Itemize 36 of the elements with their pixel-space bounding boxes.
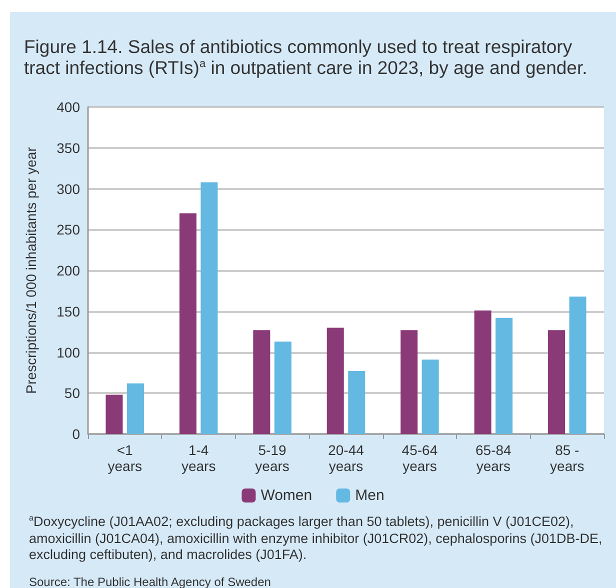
y-tick-label: 300 [56,180,80,197]
x-tick-label: 45-64 years [402,442,438,474]
bar [274,342,292,434]
x-tick-label: 1-4 years [181,442,216,474]
y-tick-label: 350 [56,140,80,156]
bar [179,213,196,434]
bar [496,318,513,434]
y-tick-label: 400 [56,99,80,115]
bar [422,360,439,434]
bar [348,371,366,434]
text: $^{a}$Doxycycline (J01AA02; excluding packages larger than 50 tablets), penicillin V (J01CE02), amoxicillin (J01CA04), amoxicillin with enzyme inhibitor (J01CR02), cephalosporins (J01DB-DE, excluding ceftibuten), and macrolides (J01FA). [29,514,604,564]
y-tick-label: 250 [56,222,80,238]
y-tick-label: 100 [56,344,80,360]
legend-label: Men [355,487,384,504]
bar [126,383,144,434]
x-tick-label: 65-84 years [476,442,512,474]
bar [253,330,270,434]
x-tick-label: 5-19 years [255,442,290,474]
y-axis-title: Prescriptions/1 000 inhabitants per year [23,146,39,394]
bar [400,330,418,434]
bar [548,330,566,434]
bar [200,182,218,434]
y-tick-label: 150 [56,303,80,320]
y-tick-label: 200 [56,262,80,278]
source-note: Source: The Public Health Agency of Sweden [29,574,272,588]
y-tick-label: 50 [64,385,80,402]
x-tick-label: 20-44 years [328,442,364,474]
x-tick-label: 85 - years [550,442,584,474]
bar [569,296,586,434]
bar [474,310,492,434]
bar [106,394,123,434]
y-tick-label: 0 [72,426,80,442]
legend-label: Women [260,487,312,504]
x-tick-label: <1 years [108,442,142,474]
chart-title: Figure 1.14. Sales of antibiotics commonly used to treat respiratory tract infections (RTIs)$^{a}$ in outpatient care in 2023, by age and gender. [24,36,588,78]
bar [326,328,344,434]
